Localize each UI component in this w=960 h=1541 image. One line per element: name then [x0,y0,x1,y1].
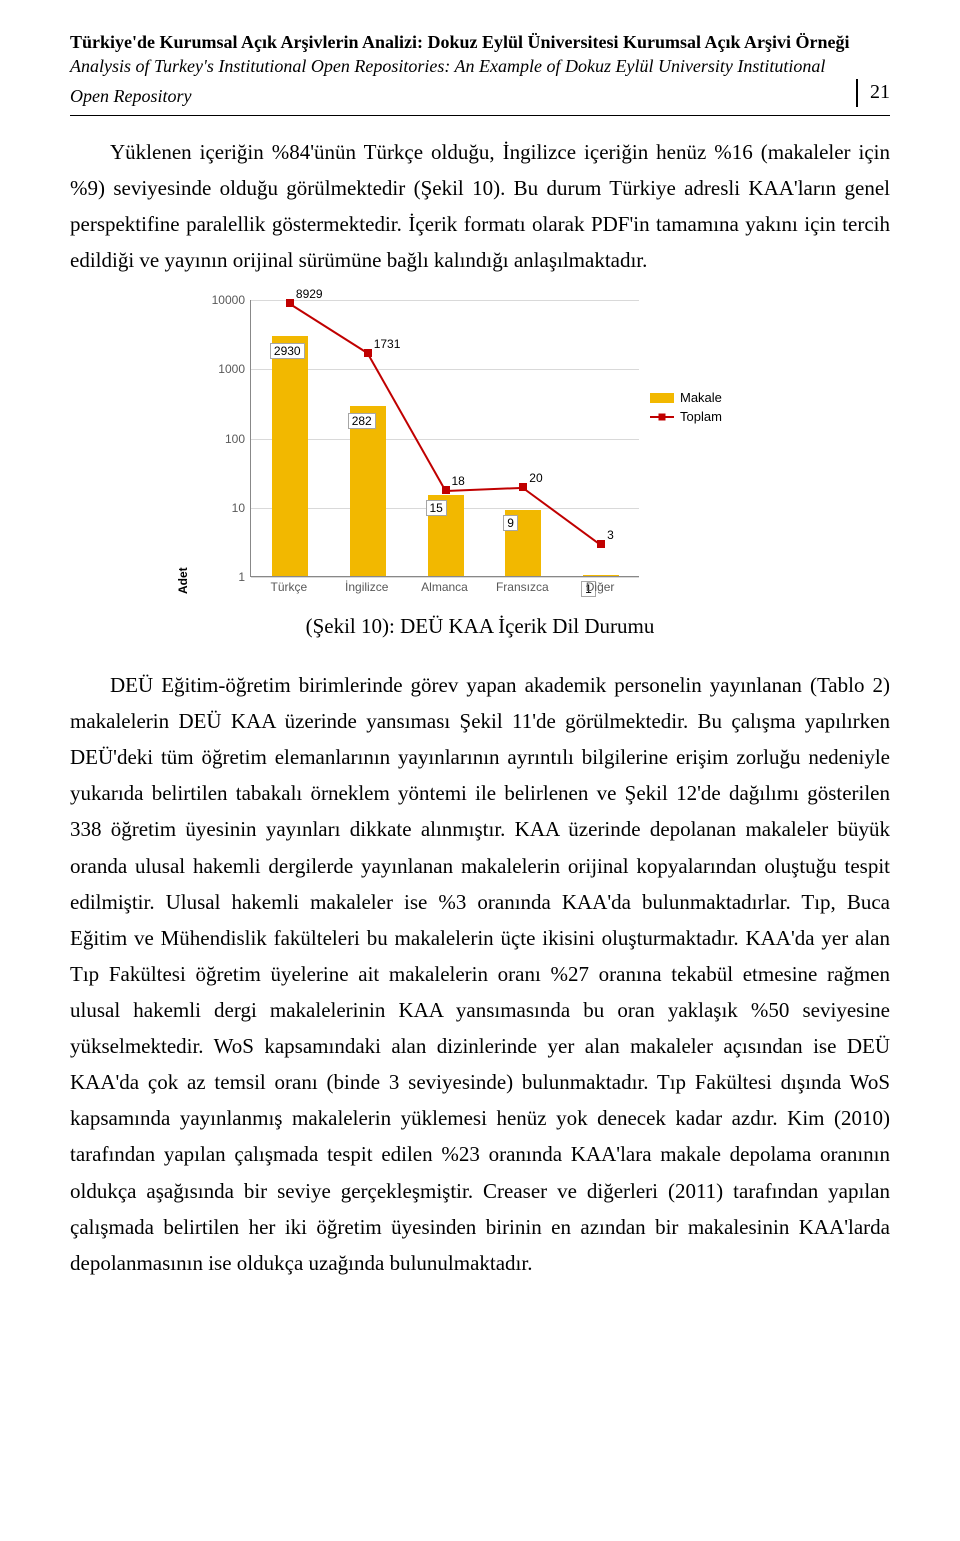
gridline [251,439,639,440]
paragraph-1-text: Yüklenen içeriğin %84'ünün Türkçe olduğu… [70,140,890,272]
line-marker [286,299,294,307]
line-marker [597,540,605,548]
y-axis-label: Adet [176,567,190,594]
y-tick-label: 1000 [205,362,245,376]
line-value-label: 8929 [296,287,323,301]
legend-item-makale: Makale [650,390,760,405]
y-tick-label: 1 [205,570,245,584]
bar [583,575,619,576]
line-value-label: 1731 [374,337,401,351]
bar-value-label: 282 [348,413,376,429]
header-title-en-1: Analysis of Turkey's Institutional Open … [70,54,890,78]
running-header: Türkiye'de Kurumsal Açık Arşivlerin Anal… [70,30,890,107]
bar-value-label: 15 [426,500,447,516]
bar-value-label: 2930 [270,343,305,359]
bar-value-label: 9 [503,515,518,531]
y-tick-label: 10 [205,501,245,515]
paragraph-2: DEÜ Eğitim-öğretim birimlerinde görev ya… [70,667,890,1281]
header-rule [70,115,890,116]
page-number: 21 [856,79,890,107]
line-value-label: 18 [452,474,465,488]
y-tick-label: 100 [205,432,245,446]
figure-caption: (Şekil 10): DEÜ KAA İçerik Dil Durumu [70,614,890,639]
chart-container: Adet 11010010001000029308929282173115189… [200,300,760,600]
x-axis-labels: Türkçe İngilizce Almanca Fransızca Diğer [250,580,640,600]
line-marker [519,483,527,491]
legend-line-swatch [650,416,674,418]
chart-plot: 110100100010000293089292821731151892013 [250,300,639,577]
x-tick-label: Diğer [586,580,615,594]
line-marker [364,349,372,357]
y-tick-label: 10000 [205,293,245,307]
header-title-tr: Türkiye'de Kurumsal Açık Arşivlerin Anal… [70,30,890,54]
chart-legend: Makale Toplam [650,390,760,428]
gridline [251,369,639,370]
legend-bar-swatch [650,393,674,403]
line-value-label: 20 [529,471,542,485]
paragraph-2-text: DEÜ Eğitim-öğretim birimlerinde görev ya… [70,673,890,1275]
legend-line-label: Toplam [680,409,722,424]
line-marker [442,486,450,494]
gridline [251,577,639,578]
header-title-en-2: Open Repository [70,86,191,107]
line-value-label: 3 [607,528,614,542]
paragraph-1: Yüklenen içeriğin %84'ünün Türkçe olduğu… [70,134,890,278]
x-tick-label: Türkçe [271,580,308,594]
x-tick-label: Fransızca [496,580,549,594]
chart-area: Adet 11010010001000029308929282173115189… [200,300,760,600]
legend-item-toplam: Toplam [650,409,760,424]
x-tick-label: Almanca [421,580,468,594]
legend-bar-label: Makale [680,390,722,405]
bar [272,336,308,576]
x-tick-label: İngilizce [345,580,388,594]
bar [350,406,386,576]
